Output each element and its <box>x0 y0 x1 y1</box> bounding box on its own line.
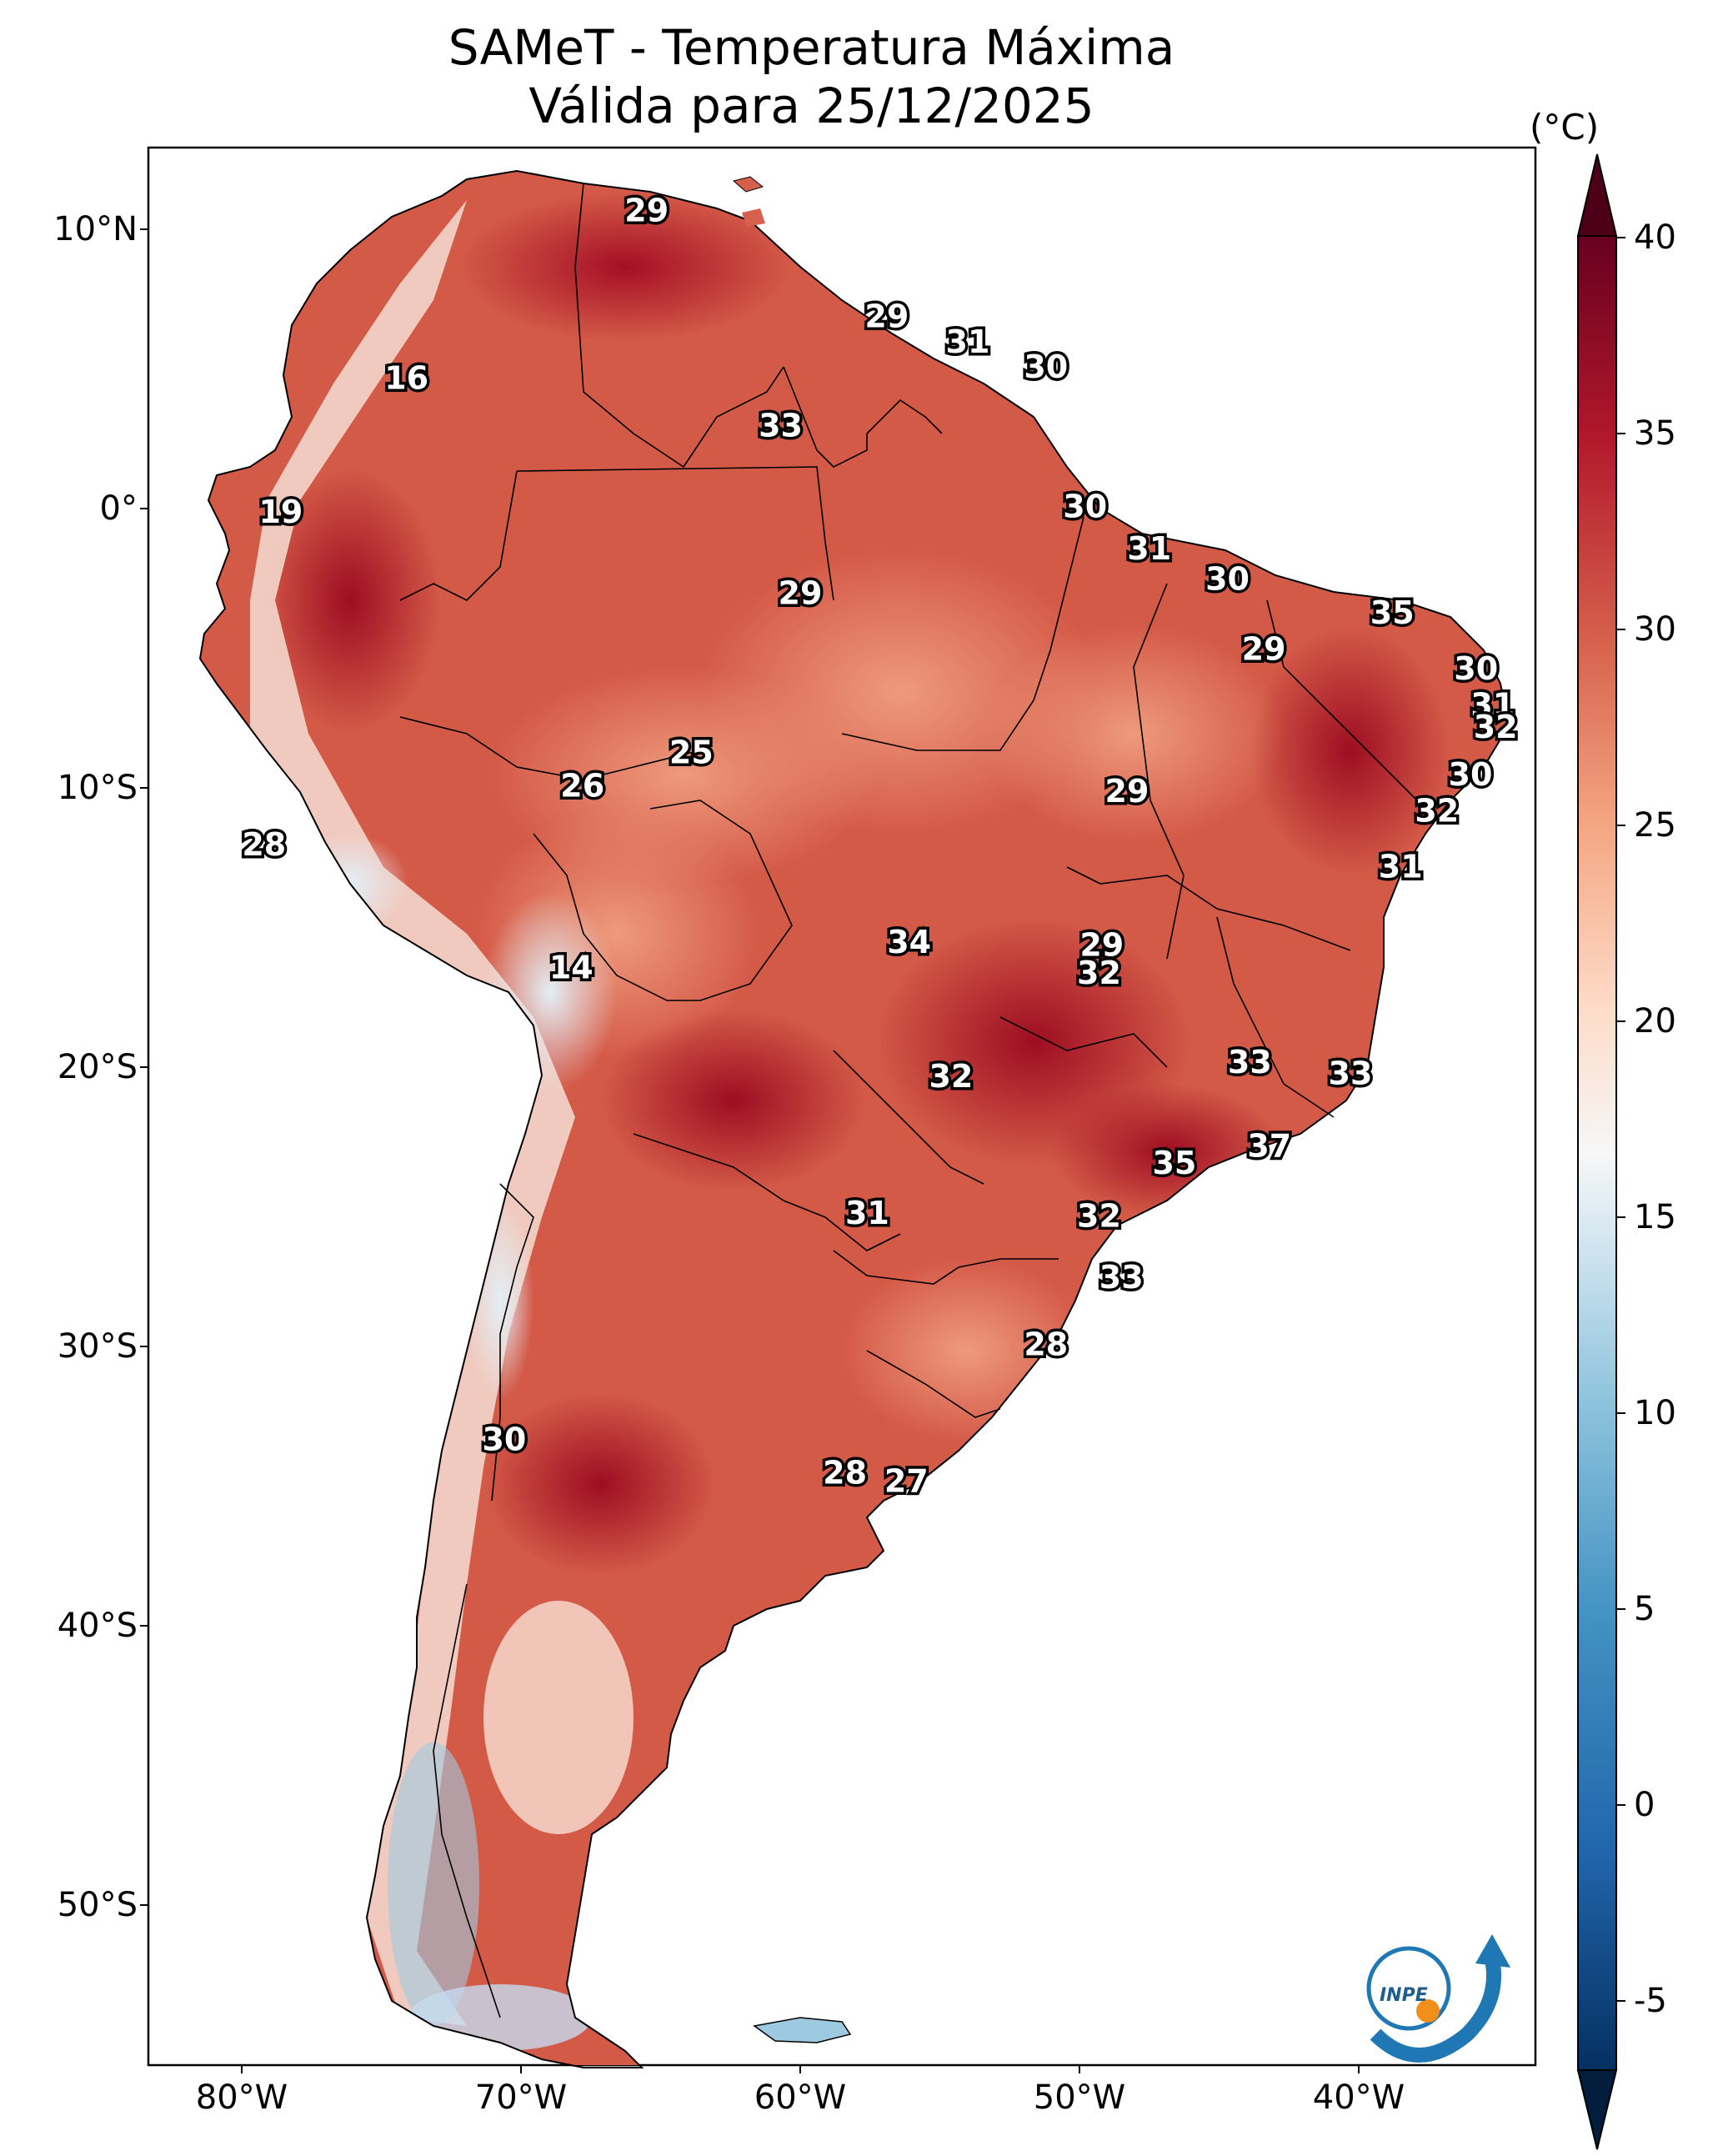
colorbar-tick-10: 10 <box>1634 1394 1676 1432</box>
inpe-logo: INPE <box>1366 1934 1510 2063</box>
colorbar-tick-35: 35 <box>1634 414 1676 453</box>
temperature-label: 14 <box>549 949 594 985</box>
lat-tick-50S: 50°S <box>57 1886 138 1924</box>
inpe-logo-text: INPE <box>1380 1985 1428 2006</box>
colorbar-tick-25: 25 <box>1634 806 1676 845</box>
temperature-label: 32 <box>1077 955 1121 991</box>
temperature-label: 35 <box>1370 594 1415 631</box>
temperature-label: 31 <box>946 323 990 360</box>
temperature-label: 29 <box>779 574 823 611</box>
lon-tick-40W: 40°W <box>1312 2078 1405 2117</box>
temperature-label: 25 <box>669 734 714 770</box>
lat-tick-10S: 10°S <box>57 769 138 807</box>
temperature-label: 30 <box>1205 561 1250 598</box>
temperature-label: 33 <box>1228 1044 1272 1081</box>
temperature-label: 29 <box>1242 630 1286 667</box>
temperature-label: 26 <box>560 768 604 805</box>
temperature-label: 35 <box>1152 1145 1196 1181</box>
temperature-label: 32 <box>1077 1197 1121 1234</box>
temperature-label: 28 <box>242 826 286 863</box>
country-borders <box>399 183 1418 2018</box>
temperature-label: 19 <box>258 494 303 530</box>
temperature-label: 30 <box>1024 348 1068 385</box>
falkland-islands <box>753 2017 852 2043</box>
temperature-label: 29 <box>864 298 909 335</box>
temperature-label: 33 <box>1329 1055 1373 1092</box>
temperature-label: 32 <box>1474 709 1518 745</box>
colorbar-max-arrow <box>1576 153 1618 237</box>
map-subtitle: Válida para 25/12/2025 <box>528 78 1094 134</box>
colorbar-tick-40: 40 <box>1634 218 1676 257</box>
island-trinidad <box>742 208 765 227</box>
axis-ticks <box>140 228 1360 2073</box>
temperature-label: 31 <box>845 1195 889 1231</box>
temperature-label: 37 <box>1247 1128 1291 1165</box>
temperature-label: 32 <box>929 1058 973 1095</box>
colorbar-unit: (°C) <box>1530 107 1600 148</box>
temperature-label: 27 <box>884 1463 929 1500</box>
temperature-label: 29 <box>624 192 669 228</box>
temperature-label: 30 <box>1063 489 1107 525</box>
colorbar-tick-30: 30 <box>1634 610 1676 649</box>
temperature-label: 31 <box>1379 849 1423 885</box>
lon-tick-60W: 60°W <box>754 2078 847 2117</box>
lat-tick-0: 0° <box>99 489 138 528</box>
colorbar <box>1576 153 1625 2150</box>
temperature-label: 33 <box>1099 1259 1144 1296</box>
temperature-label: 29 <box>1105 773 1150 810</box>
temperature-label: 30 <box>1449 756 1493 793</box>
lat-tick-40S: 40°S <box>57 1607 138 1645</box>
temperature-label: 33 <box>759 407 803 444</box>
lon-tick-80W: 80°W <box>195 2078 288 2117</box>
colorbar-tick-0: 0 <box>1634 1786 1655 1824</box>
temperature-label: 30 <box>482 1421 526 1457</box>
lon-tick-70W: 70°W <box>474 2078 568 2117</box>
map-title: SAMeT - Temperatura Máxima <box>448 19 1175 76</box>
temperature-label: 30 <box>1454 650 1498 687</box>
colorbar-tick-minus5: -5 <box>1634 1982 1667 2020</box>
lon-tick-50W: 50°W <box>1033 2078 1126 2117</box>
colorbar-tick-15: 15 <box>1634 1198 1676 1236</box>
temperature-label: 31 <box>1470 686 1515 723</box>
colorbar-tick-20: 20 <box>1634 1002 1676 1040</box>
temperature-label: 28 <box>823 1455 867 1492</box>
lat-tick-20S: 20°S <box>57 1048 138 1086</box>
temperature-label: 31 <box>1127 530 1171 567</box>
temperature-label: 34 <box>887 924 931 960</box>
temperature-label: 28 <box>1024 1326 1068 1363</box>
temperature-label: 16 <box>384 359 428 396</box>
lat-tick-10N: 10°N <box>53 210 138 248</box>
colorbar-min-arrow <box>1576 2069 1618 2150</box>
lat-tick-30S: 30°S <box>57 1327 138 1366</box>
island-caribbean <box>732 176 764 193</box>
temperature-label: 32 <box>1415 793 1459 830</box>
temperature-label: 29 <box>1079 926 1124 963</box>
colorbar-tick-5: 5 <box>1634 1590 1655 1628</box>
